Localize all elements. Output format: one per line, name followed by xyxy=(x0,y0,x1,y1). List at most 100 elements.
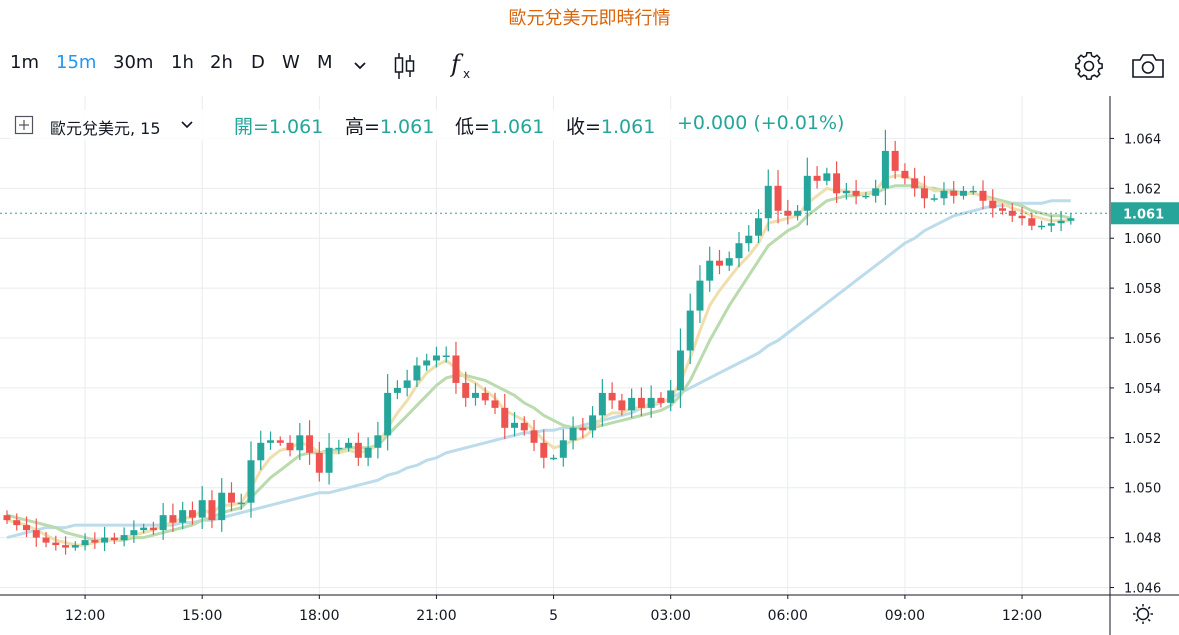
legend: 歐元兌美元, 15 開=1.061 高=1.061 低=1.061 收=1.06… xyxy=(10,110,870,140)
candle-body xyxy=(911,178,919,189)
y-tick-label: 1.052 xyxy=(1124,432,1161,447)
settings-gear-icon[interactable] xyxy=(1073,50,1105,82)
candle-body xyxy=(140,527,148,531)
y-tick-label: 1.062 xyxy=(1124,182,1161,197)
legend-high: 高=1.061 xyxy=(345,112,434,139)
candle-body xyxy=(306,435,314,453)
candle xyxy=(784,200,792,225)
candle xyxy=(423,353,431,371)
sun-settings-icon[interactable] xyxy=(1133,604,1153,624)
candle xyxy=(667,380,675,412)
candle xyxy=(920,175,928,209)
legend-close-value: 1.061 xyxy=(600,116,656,138)
y-tick-label: 1.058 xyxy=(1124,282,1161,297)
candle-body xyxy=(774,185,782,211)
x-tick-label: 06:00 xyxy=(768,608,808,624)
toolbar: 1m 15m 30m 1h 2h D W M f x xyxy=(0,46,1179,84)
candle-body xyxy=(442,355,450,357)
candle xyxy=(354,432,362,466)
candle xyxy=(1047,215,1055,233)
candle xyxy=(862,191,870,199)
candle xyxy=(872,179,880,203)
candle xyxy=(969,185,977,195)
candle xyxy=(842,182,850,200)
candle xyxy=(247,441,255,518)
candle-body xyxy=(745,235,753,244)
candle xyxy=(188,501,196,525)
interval-1m-button[interactable]: 1m xyxy=(10,52,39,73)
ma-fast-path xyxy=(6,174,1071,547)
candle-body xyxy=(462,382,470,398)
candle xyxy=(257,430,265,470)
interval-w-button[interactable]: W xyxy=(282,52,300,73)
x-tick-label: 21:00 xyxy=(416,608,456,624)
candle xyxy=(1057,210,1065,232)
candle-body xyxy=(423,360,431,366)
x-tick-label: 18:00 xyxy=(299,608,339,624)
candle xyxy=(218,478,226,532)
candle-body xyxy=(413,365,421,381)
candle-body xyxy=(794,210,802,216)
candle-body xyxy=(872,188,880,196)
candle-body xyxy=(540,442,548,458)
interval-1h-button[interactable]: 1h xyxy=(171,52,194,73)
candle xyxy=(149,521,157,535)
candle-body xyxy=(81,540,89,546)
candle-body xyxy=(247,460,255,503)
candle-body xyxy=(999,208,1007,211)
candle xyxy=(101,526,109,552)
expand-plus-icon[interactable] xyxy=(14,115,34,135)
candle-body xyxy=(257,442,265,461)
candle-body xyxy=(374,435,382,448)
candle xyxy=(442,346,450,363)
candle xyxy=(413,357,421,388)
candle xyxy=(120,527,128,547)
camera-icon[interactable] xyxy=(1130,52,1166,80)
indicators-fx-icon[interactable]: f x xyxy=(450,50,478,82)
price-axis-background xyxy=(1110,96,1179,635)
candle xyxy=(325,433,333,485)
candle xyxy=(579,417,587,439)
candle xyxy=(706,246,714,292)
candle xyxy=(930,194,938,202)
candle xyxy=(803,157,811,226)
ma-mid-path xyxy=(6,184,1072,542)
candle xyxy=(950,181,958,204)
candle xyxy=(286,435,294,457)
candle-body xyxy=(296,435,304,451)
legend-close: 收=1.061 xyxy=(566,112,655,139)
candle xyxy=(1067,213,1075,225)
candle-body xyxy=(813,175,821,181)
interval-m-button[interactable]: M xyxy=(317,52,333,73)
candle xyxy=(345,438,353,452)
interval-d-button[interactable]: D xyxy=(251,52,265,73)
candle-body xyxy=(471,392,479,398)
candle-body xyxy=(23,525,31,531)
candle xyxy=(62,536,70,555)
candle xyxy=(999,203,1007,215)
candle-body xyxy=(901,170,909,179)
legend-low: 低=1.061 xyxy=(455,112,544,139)
candle-body xyxy=(71,545,79,548)
candle xyxy=(540,429,548,469)
candle-body xyxy=(589,415,597,431)
candle-body xyxy=(784,210,792,216)
candle-body xyxy=(764,185,772,219)
legend-symbol[interactable]: 歐元兌美元, 15 xyxy=(50,119,161,138)
symbol-chevron-down-icon[interactable] xyxy=(180,119,194,131)
candle xyxy=(1038,220,1046,230)
interval-15m-button[interactable]: 15m xyxy=(56,52,97,73)
candle xyxy=(130,520,138,543)
interval-2h-button[interactable]: 2h xyxy=(210,52,233,73)
candle-body xyxy=(3,515,11,521)
candle xyxy=(335,439,343,455)
candle-body xyxy=(628,397,636,411)
candle-body xyxy=(881,150,889,189)
candlestick-icon[interactable] xyxy=(392,50,418,82)
candle xyxy=(374,421,382,459)
chevron-down-icon[interactable] xyxy=(352,58,368,72)
candle-body xyxy=(657,397,665,403)
interval-30m-button[interactable]: 30m xyxy=(113,52,154,73)
candle xyxy=(296,423,304,461)
